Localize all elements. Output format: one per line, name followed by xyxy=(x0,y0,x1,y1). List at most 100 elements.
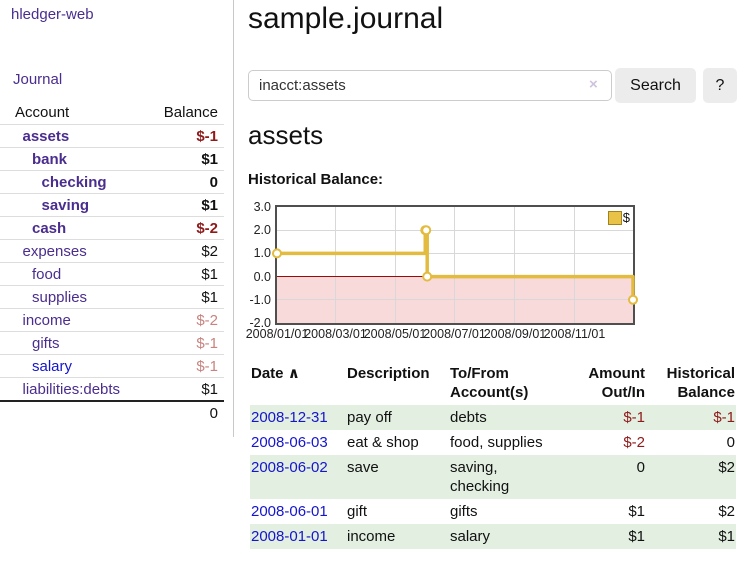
register-row[interactable]: 2008-06-02 save saving, checking 0 $2 xyxy=(250,455,736,499)
account-balance: $1 xyxy=(149,193,224,217)
chart-legend: $ xyxy=(607,210,630,225)
account-name-cell: expenses xyxy=(0,239,150,263)
vertical-gridline xyxy=(573,207,575,323)
plot-area[interactable]: $ xyxy=(272,205,638,325)
x-axis-tick-label: 2008/07/01 xyxy=(423,327,486,341)
transaction-date-cell: 2008-06-01 xyxy=(250,499,346,524)
help-button[interactable]: ? xyxy=(703,68,737,103)
chart-title: Historical Balance: xyxy=(248,171,384,188)
register-row[interactable]: 2008-12-31 pay off debts $-1 $-1 xyxy=(250,405,736,430)
account-balance: $-2 xyxy=(149,216,224,240)
account-row: income $-2 xyxy=(0,308,224,332)
transaction-amount: $-1 xyxy=(623,409,645,426)
y-axis-tick-label: 2.0 xyxy=(253,223,271,238)
account-name-cell: bank xyxy=(0,147,150,171)
total-spacer xyxy=(0,400,150,424)
account-link[interactable]: assets xyxy=(22,128,70,145)
vertical-gridline xyxy=(335,207,337,323)
register-row[interactable]: 2008-01-01 income salary $1 $1 xyxy=(250,524,736,549)
account-link[interactable]: saving xyxy=(41,197,90,214)
account-row: supplies $1 xyxy=(0,285,224,309)
clear-search-icon[interactable]: × xyxy=(589,76,598,93)
account-row: bank $1 xyxy=(0,147,224,171)
transaction-accounts: debts xyxy=(450,409,487,426)
register-header-date[interactable]: Date ∧ xyxy=(251,365,300,382)
transaction-amount: $1 xyxy=(628,503,645,520)
data-point-marker[interactable] xyxy=(628,294,638,305)
data-point-marker[interactable] xyxy=(421,225,432,236)
account-link[interactable]: cash xyxy=(32,220,67,237)
account-link[interactable]: expenses xyxy=(22,243,87,260)
transaction-description: eat & shop xyxy=(347,434,419,451)
register-header-account: To/From Account(s) xyxy=(450,365,529,401)
account-name-cell: cash xyxy=(0,216,150,240)
app-title-link[interactable]: hledger-web xyxy=(11,6,94,23)
account-row: liabilities:debts $1 xyxy=(0,377,224,402)
account-row: saving $1 xyxy=(0,193,224,217)
register-row[interactable]: 2008-06-01 gift gifts $1 $2 xyxy=(250,499,736,524)
x-axis-tick-label: 2008/05/01 xyxy=(363,327,427,341)
transaction-date-link[interactable]: 2008-06-01 xyxy=(251,503,328,520)
vertical-gridline xyxy=(514,207,516,323)
horizontal-gridline xyxy=(277,252,633,254)
transaction-amount: $1 xyxy=(628,528,645,545)
balance-chart: $ 3.0 2.0 1.0 0.0 -1.0 -2.0 2008/01/01 2008/03/… xyxy=(238,199,724,349)
account-link[interactable]: food xyxy=(32,266,62,283)
x-axis-tick-label: 2008/09/01 xyxy=(483,327,547,341)
transaction-date-link[interactable]: 2008-06-03 xyxy=(251,434,328,451)
transaction-date-link[interactable]: 2008-01-01 xyxy=(251,528,328,545)
data-point-marker[interactable] xyxy=(272,248,282,259)
y-axis-tick-label: -1.0 xyxy=(249,292,271,307)
transaction-date-link[interactable]: 2008-06-02 xyxy=(251,459,328,476)
account-link[interactable]: liabilities:debts xyxy=(22,381,121,398)
account-link[interactable]: salary xyxy=(32,358,73,375)
account-name-cell: supplies xyxy=(0,285,150,309)
sidebar: hledger-web Journal Account Balance asse… xyxy=(0,0,234,437)
transaction-date-cell: 2008-01-01 xyxy=(250,524,346,549)
account-name-cell: income xyxy=(0,308,150,332)
y-axis-tick-label: 0.0 xyxy=(253,269,271,284)
account-link[interactable]: checking xyxy=(41,174,107,191)
y-axis-tick-label: 3.0 xyxy=(253,200,271,214)
accounts-table: Account Balance assets $-1 bank $1 checking 0… xyxy=(0,101,224,424)
balance-column-header: Balance xyxy=(149,101,224,125)
account-name-cell: food xyxy=(0,262,150,286)
series-swatch-icon xyxy=(607,210,622,225)
horizontal-gridline xyxy=(277,229,633,231)
account-balance: 0 xyxy=(149,170,224,194)
transaction-balance: $1 xyxy=(718,528,735,545)
account-balance: $1 xyxy=(149,147,224,171)
account-balance: $1 xyxy=(149,285,224,309)
account-link[interactable]: income xyxy=(22,312,71,329)
transaction-date-cell: 2008-06-02 xyxy=(250,455,346,499)
x-axis-tick-label: 2008/01/01 xyxy=(245,327,309,341)
transaction-description: gift xyxy=(347,503,368,520)
search-button[interactable]: Search xyxy=(615,68,696,103)
account-name-cell: checking xyxy=(0,170,150,194)
accounts-header-row: Account Balance xyxy=(0,101,224,125)
transaction-date-link[interactable]: 2008-12-31 xyxy=(251,409,328,426)
search-input[interactable] xyxy=(248,70,612,101)
vertical-gridline xyxy=(394,207,396,323)
account-link[interactable]: gifts xyxy=(32,335,60,352)
account-link[interactable]: bank xyxy=(32,151,68,168)
transaction-accounts: gifts xyxy=(450,503,478,520)
transaction-balance: $2 xyxy=(718,459,735,476)
transaction-balance: 0 xyxy=(726,434,735,451)
legend-label: $ xyxy=(622,210,630,225)
account-link[interactable]: supplies xyxy=(32,289,88,306)
register-header-row: Date ∧ Description To/From Account(s) Am… xyxy=(250,360,736,405)
register-row[interactable]: 2008-06-03 eat & shop food, supplies $-2 0 xyxy=(250,430,736,455)
account-balance: $-1 xyxy=(149,124,224,148)
sidebar-item-journal[interactable]: Journal xyxy=(13,71,63,88)
x-axis-tick-label: 2008/11/01 xyxy=(543,327,606,341)
account-balance: $2 xyxy=(149,239,224,263)
data-point-marker[interactable] xyxy=(422,271,433,282)
account-row: salary $-1 xyxy=(0,354,224,378)
register-header-amount: Amount Out/In xyxy=(588,365,645,401)
account-row: gifts $-1 xyxy=(0,331,224,355)
register-header-balance: Historical Balance xyxy=(666,365,735,401)
account-name-cell: liabilities:debts xyxy=(0,377,150,402)
account-balance: $-2 xyxy=(149,308,224,332)
account-row: assets $-1 xyxy=(0,124,224,148)
